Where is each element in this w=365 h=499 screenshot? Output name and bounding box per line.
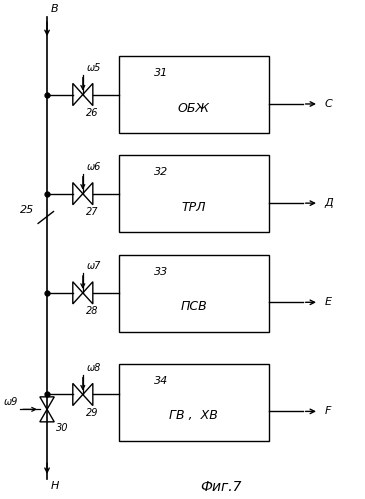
Text: Д: Д: [324, 198, 333, 208]
Text: 29: 29: [87, 408, 99, 418]
Text: 28: 28: [87, 306, 99, 316]
Text: В: В: [51, 4, 58, 14]
Text: 32: 32: [154, 167, 168, 178]
Text: E: E: [324, 297, 331, 307]
Text: ѡ7: ѡ7: [87, 261, 101, 271]
Text: Н: Н: [51, 481, 59, 491]
Text: ОБЖ: ОБЖ: [178, 102, 210, 115]
Bar: [119, 364, 269, 441]
Text: ѡ9: ѡ9: [4, 397, 18, 407]
Text: ПСВ: ПСВ: [180, 300, 207, 313]
Text: 34: 34: [154, 376, 168, 386]
Text: ѡ5: ѡ5: [87, 63, 101, 73]
Bar: [119, 56, 269, 133]
Text: 31: 31: [154, 68, 168, 78]
Text: 26: 26: [87, 108, 99, 118]
Bar: [119, 156, 269, 233]
Text: 25: 25: [20, 205, 35, 215]
Text: F: F: [324, 406, 331, 416]
Text: 30: 30: [56, 423, 69, 433]
Text: C: C: [324, 99, 332, 109]
Text: ѡ8: ѡ8: [87, 363, 101, 373]
Bar: [119, 254, 269, 331]
Text: ГВ ,  ХВ: ГВ , ХВ: [169, 410, 218, 423]
Text: Фиг.7: Фиг.7: [200, 480, 241, 494]
Text: ѡ6: ѡ6: [87, 162, 101, 172]
Text: ТРЛ: ТРЛ: [181, 201, 206, 214]
Text: 27: 27: [87, 207, 99, 217]
Text: 33: 33: [154, 266, 168, 276]
